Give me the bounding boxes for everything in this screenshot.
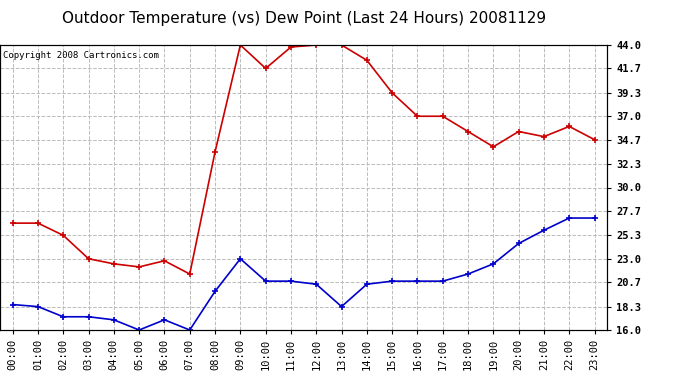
Text: Outdoor Temperature (vs) Dew Point (Last 24 Hours) 20081129: Outdoor Temperature (vs) Dew Point (Last… <box>61 11 546 26</box>
Text: Copyright 2008 Cartronics.com: Copyright 2008 Cartronics.com <box>3 51 159 60</box>
